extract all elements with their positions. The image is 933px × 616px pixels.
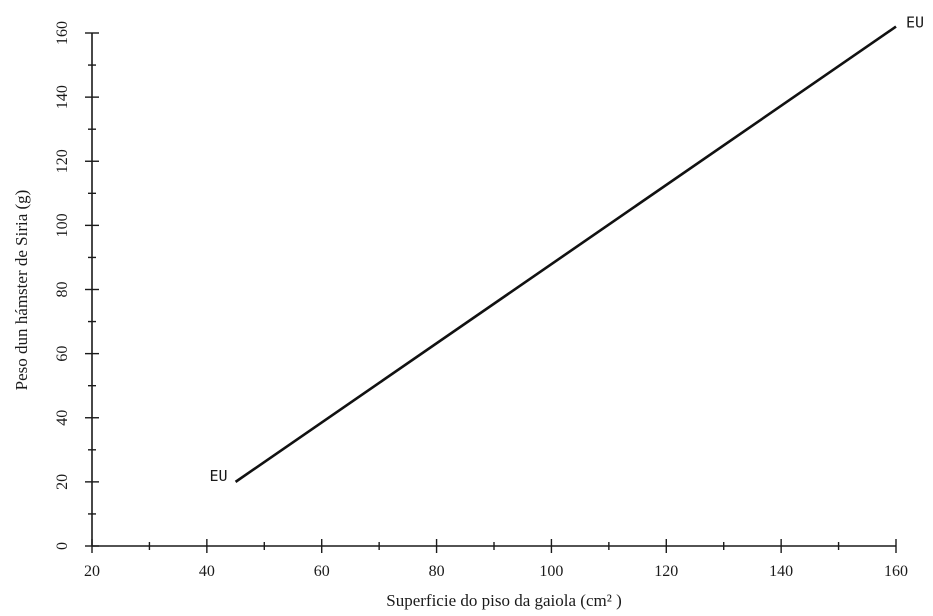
annotation-layer: EU EU xyxy=(210,14,925,485)
y-tick-label: 140 xyxy=(54,85,71,109)
y-tick-label: 0 xyxy=(54,542,71,550)
y-tick-label: 120 xyxy=(54,149,71,173)
x-tick-label: 60 xyxy=(314,563,330,580)
x-tick-label: 120 xyxy=(654,563,678,580)
x-tick-label: 140 xyxy=(769,563,793,580)
y-axis-title: Peso dun hámster de Siria (g) xyxy=(12,190,31,391)
x-tick-label: 160 xyxy=(884,563,908,580)
x-tick-label: 80 xyxy=(429,563,445,580)
x-tick-label: 40 xyxy=(199,563,215,580)
series-line xyxy=(234,25,897,483)
y-tick-label: 20 xyxy=(54,474,71,490)
line-endpoint-label: EU xyxy=(210,467,228,485)
line-endpoint-label: EU xyxy=(906,14,924,32)
y-tick-label: 160 xyxy=(54,21,71,45)
series-layer xyxy=(234,25,897,483)
x-axis-title: Superficie do piso da gaiola (cm² ) xyxy=(386,591,621,610)
y-ticks: 0 20 40 60 80 100 120 140 160 xyxy=(54,21,99,550)
y-tick-label: 40 xyxy=(54,410,71,426)
x-ticks: 20 40 60 80 100 120 140 160 xyxy=(84,539,908,580)
x-tick-label: 20 xyxy=(84,563,100,580)
y-tick-label: 80 xyxy=(54,282,71,298)
y-tick-label: 60 xyxy=(54,346,71,362)
x-tick-label: 100 xyxy=(539,563,563,580)
y-tick-label: 100 xyxy=(54,213,71,237)
